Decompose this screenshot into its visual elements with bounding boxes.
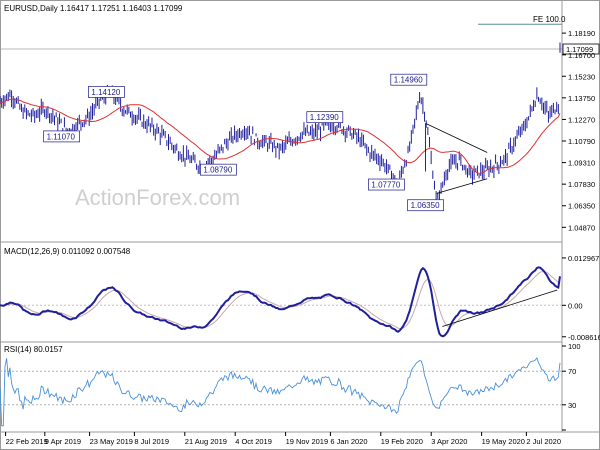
price-y-axis: 1.18190 1.16700 1.15230 1.13750 1.12270 1.107… bbox=[562, 29, 595, 232]
price-y-tick-label: 1.04870 bbox=[568, 223, 595, 232]
price-annotation-box bbox=[88, 86, 125, 98]
price-y-tick-label: 1.13750 bbox=[568, 94, 595, 103]
macd-y-tick-label: -0.008616 bbox=[568, 333, 600, 342]
price-annotations: 1.14120 1.11070 1.08790 1.12390 1.14960 1.077… bbox=[43, 73, 444, 212]
price-y-tick-label: 1.12270 bbox=[568, 115, 595, 124]
price-y-tick-label: 1.15230 bbox=[568, 72, 595, 81]
price-annotation-label: 1.06350 bbox=[411, 201, 440, 210]
price-series bbox=[0, 42, 561, 207]
x-tick-label: 6 Jan 2020 bbox=[330, 437, 367, 446]
rsi-series bbox=[0, 357, 561, 427]
price-y-tick-label: 1.07830 bbox=[568, 180, 595, 189]
x-tick-label: 23 May 2019 bbox=[90, 437, 133, 446]
x-tick-label: 4 Oct 2019 bbox=[235, 437, 272, 446]
macd-y-tick-label: 0.012967 bbox=[568, 254, 599, 263]
macd-trendline bbox=[442, 289, 558, 327]
triangle-lower-line bbox=[436, 178, 488, 194]
price-y-tick-label: 1.09310 bbox=[568, 159, 595, 168]
x-tick-label: 8 Jul 2019 bbox=[134, 437, 169, 446]
price-annotation-label: 1.12390 bbox=[310, 113, 339, 122]
macd-panel-title: MACD(12,26,9) 0.011092 0.007548 bbox=[4, 247, 131, 256]
rsi-panel-title: RSI(14) 80.0157 bbox=[4, 345, 63, 354]
rsi-y-tick-label: 30 bbox=[568, 401, 576, 410]
watermark: ActionForex.com bbox=[75, 185, 240, 210]
price-annotation-box bbox=[407, 199, 444, 212]
current-price-label: 1.17099 bbox=[566, 45, 593, 54]
x-tick-label: 3 Apr 2020 bbox=[431, 437, 467, 446]
rsi-line bbox=[0, 357, 561, 427]
x-tick-label: 2 Jul 2020 bbox=[526, 437, 561, 446]
price-panel-title: EURUSD,Daily 1.16417 1.17251 1.16403 1.1… bbox=[4, 4, 183, 13]
x-tick-label: 21 Aug 2019 bbox=[185, 437, 227, 446]
x-tick-label: 9 Apr 2019 bbox=[45, 437, 81, 446]
price-annotation-box bbox=[200, 163, 237, 176]
price-annotation-label: 1.07770 bbox=[371, 181, 400, 190]
price-annotation-label: 1.11070 bbox=[47, 132, 76, 141]
price-y-tick-label: 1.18190 bbox=[568, 29, 595, 38]
price-annotation-label: 1.08790 bbox=[203, 166, 232, 175]
rsi-y-tick-label: 70 bbox=[568, 367, 576, 376]
price-y-tick-label: 1.10790 bbox=[568, 137, 595, 146]
x-tick-label: 19 Feb 2020 bbox=[381, 437, 423, 446]
price-annotation-box bbox=[390, 73, 428, 86]
triangle-upper-line bbox=[425, 122, 488, 153]
fe-100-label: FE 100.0 bbox=[533, 15, 566, 24]
macd-series bbox=[0, 266, 561, 338]
current-price-badge bbox=[562, 43, 600, 55]
macd-y-tick-label: 0.00 bbox=[568, 301, 583, 310]
x-tick-label: 19 Nov 2019 bbox=[286, 437, 329, 446]
macd-signal-line bbox=[0, 270, 561, 329]
ma-line bbox=[0, 98, 561, 174]
price-annotation-box bbox=[306, 111, 344, 124]
price-annotation-label: 1.14120 bbox=[91, 88, 120, 97]
x-tick-label: 19 May 2020 bbox=[482, 437, 525, 446]
price-annotation-box bbox=[368, 178, 405, 191]
rsi-y-tick-label: 100 bbox=[568, 342, 581, 351]
price-y-tick-label: 1.16700 bbox=[568, 51, 595, 60]
triangle-pattern bbox=[425, 122, 488, 194]
price-annotation-box bbox=[43, 130, 80, 143]
macd-y-axis: 0.012967 0.00 -0.008616 bbox=[0, 254, 600, 342]
price-annotation-label: 1.14960 bbox=[394, 76, 423, 85]
price-y-tick-label: 1.06350 bbox=[568, 202, 595, 211]
rsi-y-axis: 100 70 30 bbox=[0, 342, 581, 431]
macd-line bbox=[0, 266, 561, 338]
moving-average-series bbox=[0, 98, 561, 174]
x-tick-label: 22 Feb 2019 bbox=[6, 437, 48, 446]
